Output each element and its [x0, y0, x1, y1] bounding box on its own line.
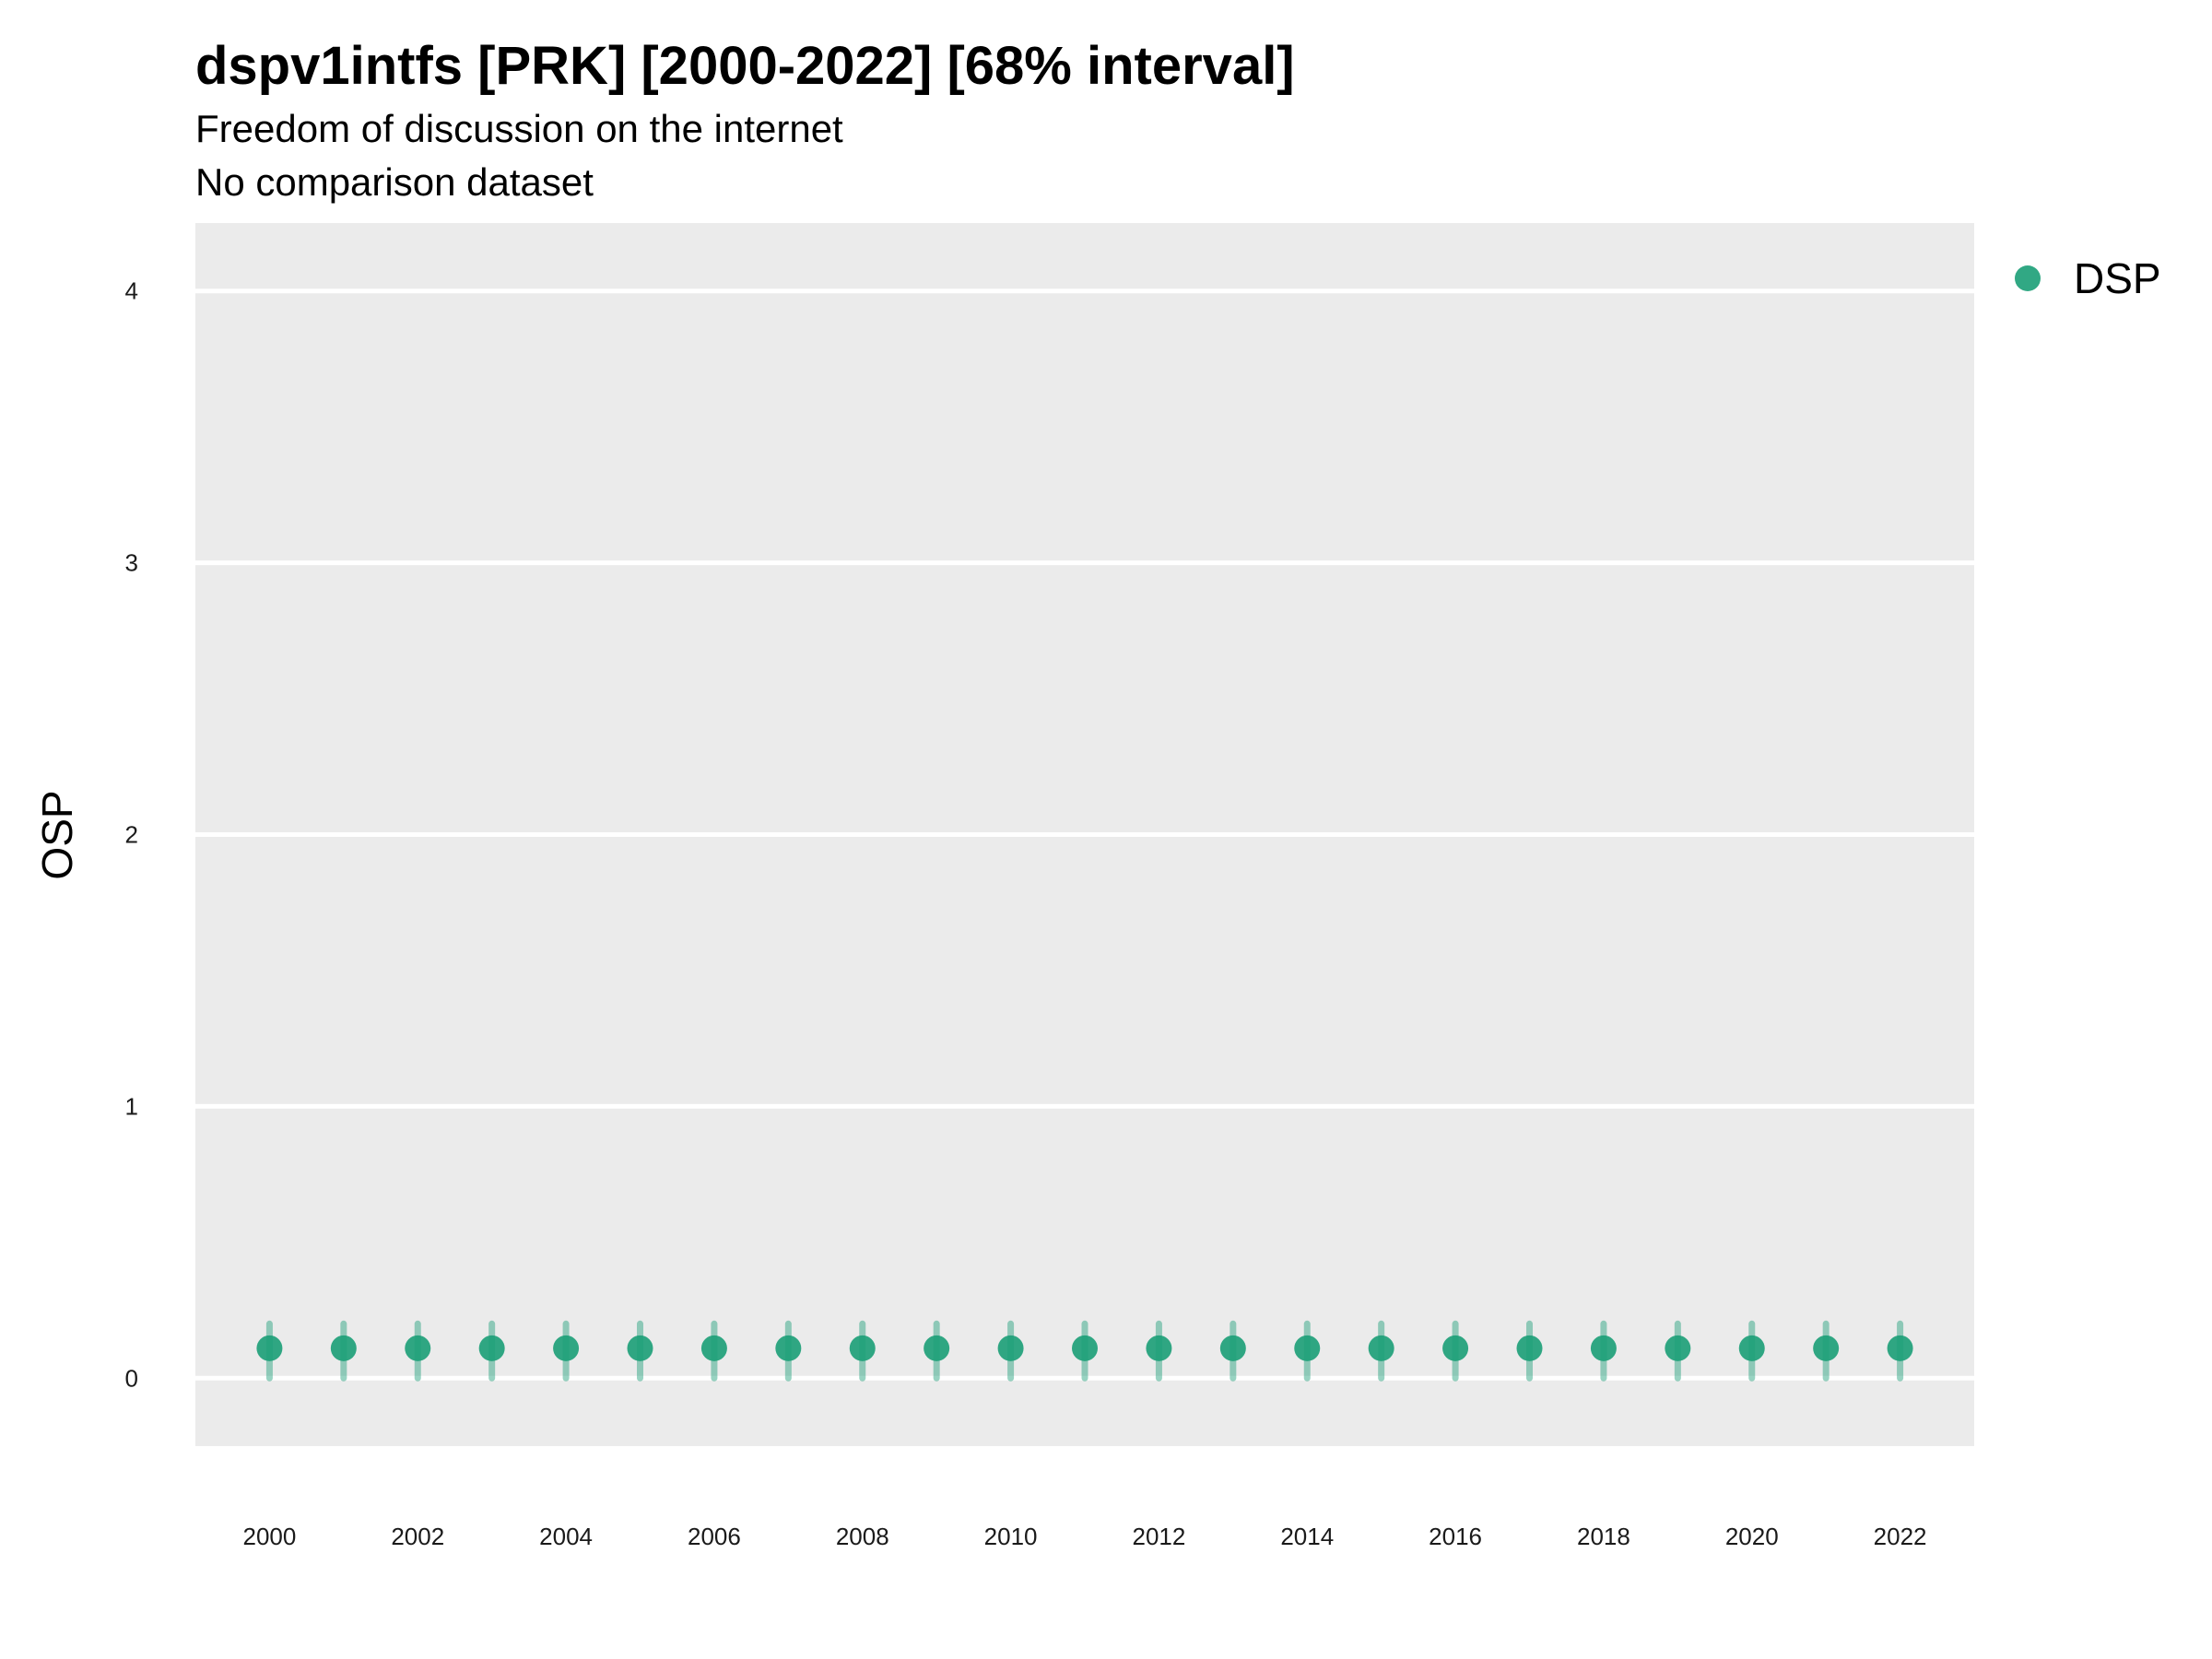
data-point: [1590, 1335, 1617, 1361]
y-tick-label: 4: [125, 277, 138, 305]
data-marks: [256, 1320, 1913, 1382]
legend: DSP: [2015, 254, 2161, 302]
x-tick-label: 2004: [539, 1523, 593, 1550]
data-point: [256, 1335, 283, 1361]
y-axis-label: OSP: [33, 790, 81, 879]
data-point: [1738, 1335, 1765, 1361]
data-point: [478, 1335, 505, 1361]
x-tick-label: 2000: [242, 1523, 296, 1550]
x-tick-label: 2012: [1132, 1523, 1185, 1550]
x-tick-label: 2020: [1725, 1523, 1779, 1550]
data-point: [1368, 1335, 1394, 1361]
chart-subtitle: Freedom of discussion on the internet: [195, 107, 843, 150]
x-axis-ticks: 2000 2002 2004 2006 2008 2010 2012 2014 2016 2018…: [242, 1523, 1926, 1550]
data-point: [1294, 1335, 1321, 1361]
chart-subtitle-comparison: No comparison dataset: [195, 160, 594, 204]
x-tick-label: 2002: [391, 1523, 444, 1550]
x-tick-label: 2010: [984, 1523, 1038, 1550]
data-point: [997, 1335, 1024, 1361]
data-point: [1146, 1335, 1172, 1361]
x-tick-label: 2022: [1874, 1523, 1927, 1550]
data-point: [1813, 1335, 1840, 1361]
data-point: [1665, 1335, 1691, 1361]
data-point: [1072, 1335, 1098, 1361]
chart-title: dspv1intfs [PRK] [2000-2022] [68% interv…: [195, 36, 1295, 96]
data-point: [1887, 1335, 1913, 1361]
data-point: [700, 1335, 727, 1361]
x-tick-label: 2014: [1280, 1523, 1334, 1550]
x-tick-label: 2016: [1429, 1523, 1482, 1550]
data-point: [1516, 1335, 1543, 1361]
data-point: [627, 1335, 653, 1361]
y-tick-label: 2: [125, 821, 138, 849]
data-point: [849, 1335, 876, 1361]
x-tick-label: 2018: [1577, 1523, 1630, 1550]
x-tick-label: 2008: [836, 1523, 889, 1550]
y-axis-ticks: 0 1 2 3 4: [125, 277, 138, 1393]
data-point: [330, 1335, 357, 1361]
data-point: [1219, 1335, 1246, 1361]
data-point: [553, 1335, 580, 1361]
data-point: [924, 1335, 950, 1361]
legend-key: [2015, 265, 2041, 291]
data-point: [775, 1335, 802, 1361]
y-tick-label: 3: [125, 549, 138, 577]
y-tick-label: 1: [125, 1092, 138, 1120]
data-point: [405, 1335, 431, 1361]
gridlines: [195, 288, 1974, 1381]
data-point: [1442, 1335, 1469, 1361]
y-tick-label: 0: [125, 1364, 138, 1392]
x-tick-label: 2006: [688, 1523, 741, 1550]
legend-label: DSP: [2074, 254, 2161, 302]
